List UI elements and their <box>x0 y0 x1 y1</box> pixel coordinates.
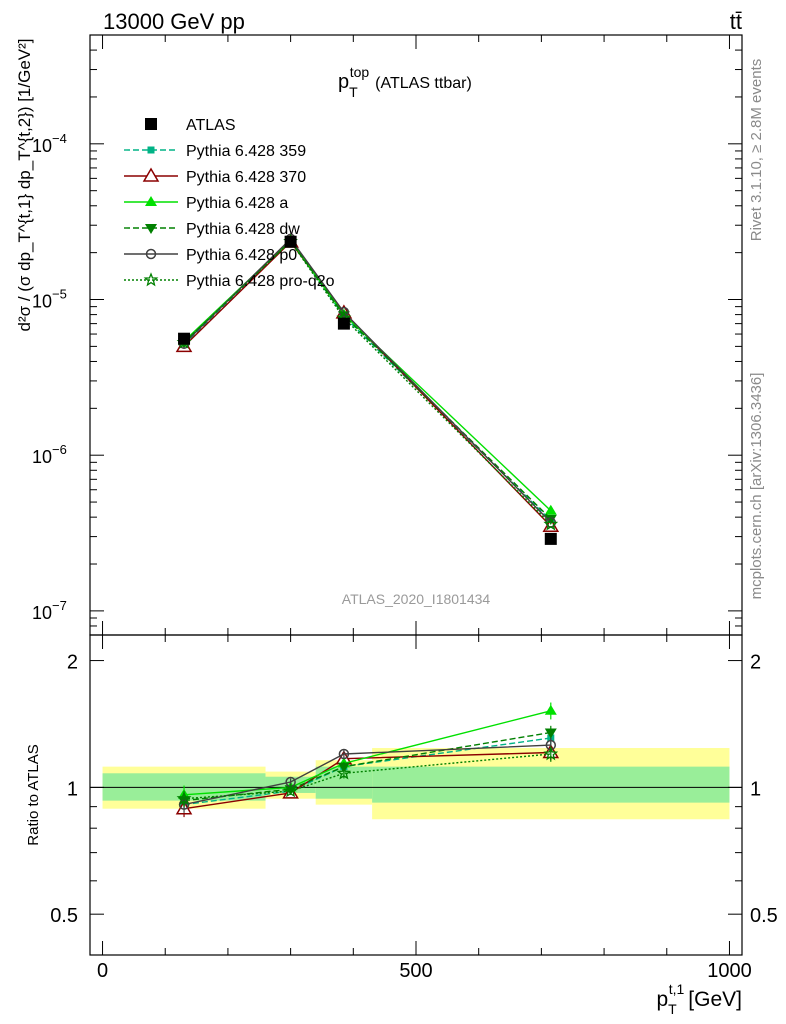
series-line-5 <box>183 240 552 525</box>
legend-marker <box>145 224 157 234</box>
x-tick-label: 500 <box>399 960 432 982</box>
lower-y-tick-label: 0.5 <box>50 905 78 927</box>
lower-y-tick-label: 2 <box>67 652 78 674</box>
legend-label: Pythia 6.428 dw <box>186 221 300 238</box>
ratio-marker-5 <box>336 765 352 780</box>
lower-y-tick-label-right: 0.5 <box>750 905 778 927</box>
x-axis-label: pTt,1 [GeV] <box>656 981 742 1017</box>
legend-label: Pythia 6.428 359 <box>186 143 306 160</box>
ratio-marker-5 <box>283 783 298 798</box>
process-label: tt̄ <box>730 9 742 34</box>
atlas-data-point <box>284 235 297 248</box>
legend-label: Pythia 6.428 p0 <box>186 247 297 264</box>
legend-marker <box>142 167 160 182</box>
ratio-line-5 <box>183 753 551 800</box>
atlas-data-point <box>178 332 191 345</box>
ratio-line-3 <box>183 731 551 802</box>
analysis-label: ATLAS_2020_I1801434 <box>342 591 491 607</box>
series-marker-2 <box>544 504 557 515</box>
axis-ticks: 10−4 10−5 10−6 10−7 2 2 1 1 0.5 0.5 0 500 1000 <box>32 34 778 982</box>
upper-y-tick-label: 10−5 <box>32 287 67 312</box>
stat-uncertainty-band <box>372 766 730 803</box>
lower-plot-marks <box>175 702 560 818</box>
legend-marker <box>147 146 155 154</box>
ratio-marker-5 <box>543 746 559 761</box>
atlas-data-point <box>337 317 350 330</box>
ratio-bands <box>102 748 730 820</box>
ratio-marker-2 <box>544 704 557 715</box>
x-tick-label: 0 <box>97 960 108 982</box>
plot-title: pTtop(ATLAS ttbar) <box>338 64 472 100</box>
legend-marker <box>143 272 159 287</box>
upper-y-tick-label: 10−6 <box>32 442 67 467</box>
ratio-marker-3 <box>544 728 557 739</box>
ratio-marker-4 <box>338 748 350 760</box>
legend-label: ATLAS <box>186 117 236 134</box>
lower-y-axis-label: Ratio to ATLAS <box>25 744 42 845</box>
legend-label: Pythia 6.428 370 <box>186 169 306 186</box>
series-line-0 <box>183 239 552 522</box>
upper-y-tick-label: 10−4 <box>32 131 67 156</box>
series-marker-5 <box>543 516 559 531</box>
lower-y-tick-label-right: 2 <box>750 652 761 674</box>
ratio-line-0 <box>183 737 551 806</box>
upper-plot-marks <box>175 233 560 545</box>
x-tick-label: 1000 <box>707 960 752 982</box>
energy-label: 13000 GeV pp <box>103 9 245 34</box>
legend-marker <box>145 248 157 260</box>
mcplots-url-text: mcplots.cern.ch [arXiv:1306.3436] <box>748 373 765 600</box>
legend-marker <box>145 196 157 206</box>
legend-label: Pythia 6.428 a <box>186 195 288 212</box>
atlas-data-point <box>544 532 557 545</box>
legend: ATLAS Pythia 6.428 359 Pythia 6.428 370 Pyt… <box>124 117 335 290</box>
ratio-line-2 <box>183 710 551 796</box>
lower-y-tick-label-right: 1 <box>750 778 761 800</box>
ratio-line-4 <box>183 744 551 806</box>
legend-marker <box>145 118 157 130</box>
ratio-marker-5 <box>176 790 192 805</box>
legend-label: Pythia 6.428 pro-q2o <box>186 273 335 290</box>
lower-y-tick-label: 1 <box>67 778 78 800</box>
upper-y-axis-label: d²σ / (σ dp_T^{t,1} dp_T^{t,2}) [1/GeV²] <box>15 38 34 331</box>
rivet-version-text: Rivet 3.1.10, ≥ 2.8M events <box>748 59 765 242</box>
upper-y-tick-label: 10−7 <box>32 598 67 623</box>
